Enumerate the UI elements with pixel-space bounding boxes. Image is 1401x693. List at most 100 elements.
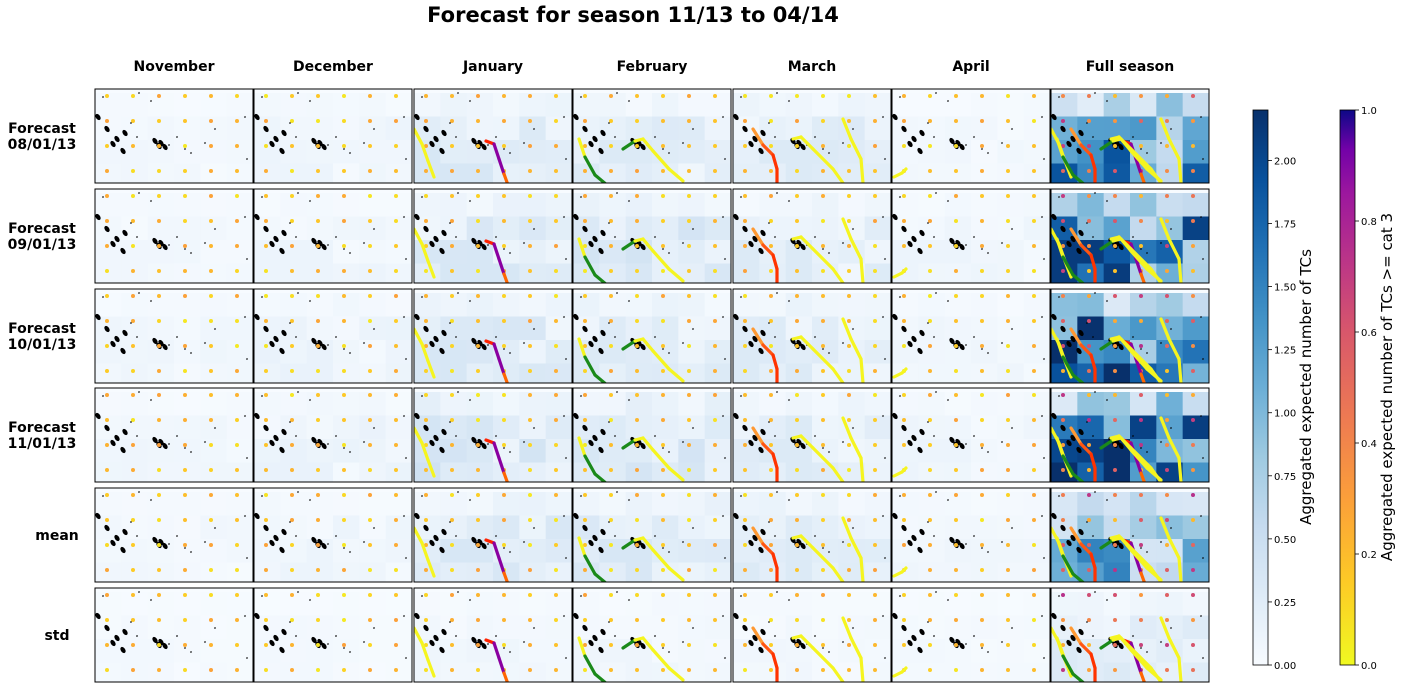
storm-track-segment — [1079, 542, 1093, 556]
island — [1043, 657, 1045, 659]
heat-cell — [812, 163, 839, 183]
panel-frame — [891, 487, 1051, 583]
cat3-dot — [157, 244, 161, 248]
heat-cell — [838, 263, 866, 283]
island — [1066, 639, 1072, 647]
cat3-dot — [795, 418, 799, 422]
island — [580, 96, 582, 98]
map-panel — [1050, 188, 1210, 284]
cat3-dot — [1032, 319, 1036, 323]
column-header: November — [134, 59, 215, 75]
cat3-dot — [368, 418, 372, 422]
island — [104, 424, 110, 432]
storm-track-segment — [641, 137, 655, 153]
island — [852, 128, 854, 130]
cat3-dot — [131, 568, 135, 572]
island — [405, 358, 407, 360]
storm-track-segment — [641, 436, 655, 452]
cat3-dot — [821, 593, 825, 597]
island — [752, 634, 758, 642]
cat3-dot — [687, 369, 691, 373]
island — [114, 634, 120, 642]
island — [752, 434, 758, 442]
heat-cell — [652, 216, 679, 241]
heat-cell — [971, 492, 998, 516]
cat3-dot — [873, 593, 877, 597]
island — [1070, 235, 1076, 243]
cat3-dot — [316, 369, 320, 373]
island — [1086, 421, 1088, 423]
storm-track-segment — [502, 571, 509, 582]
heat-cell — [704, 392, 731, 416]
island — [295, 236, 297, 238]
heat-cell — [545, 193, 572, 217]
cat3-dot — [368, 668, 372, 672]
island — [1051, 612, 1057, 620]
heat-cell — [944, 492, 972, 516]
heat-cell — [812, 392, 839, 416]
cat3-dot — [1061, 643, 1065, 647]
cat3-dot — [928, 668, 932, 672]
cat3-dot — [394, 169, 398, 173]
heat-cell — [226, 340, 253, 364]
heat-cell — [440, 240, 468, 264]
cat3-dot — [873, 244, 877, 248]
panel-frame — [572, 88, 732, 184]
cat3-dot — [264, 493, 268, 497]
storm-track-segment — [900, 666, 908, 674]
heat-cell — [944, 363, 972, 383]
column-header: January — [462, 59, 523, 75]
cat3-dot — [1061, 443, 1065, 447]
heat-cell — [306, 562, 334, 582]
cat3-dot — [873, 144, 877, 148]
island — [1086, 322, 1088, 324]
cat3-dot — [235, 568, 239, 572]
storm-track-segment — [811, 646, 835, 670]
island — [760, 528, 766, 536]
island — [130, 421, 132, 423]
cat3-dot — [450, 294, 454, 298]
island — [1160, 142, 1162, 144]
island — [449, 521, 451, 523]
cat3-dot — [290, 269, 294, 273]
cat3-dot — [1139, 618, 1143, 622]
island — [152, 237, 158, 245]
island — [640, 243, 646, 251]
island — [768, 222, 770, 224]
cat3-dot — [476, 194, 480, 198]
cat3-dot — [502, 194, 506, 198]
island — [892, 612, 898, 620]
island — [742, 225, 748, 233]
heat-cell — [545, 392, 572, 416]
storm-track-segment — [1069, 526, 1083, 546]
island — [503, 447, 505, 449]
cat3-dot — [583, 393, 587, 397]
heat-cell — [493, 263, 520, 283]
island — [800, 143, 806, 151]
cat3-dot — [183, 269, 187, 273]
panel-frame — [253, 188, 413, 284]
heat-cell — [838, 363, 866, 383]
cat3-dot — [609, 269, 613, 273]
heat-cell — [226, 439, 253, 463]
heat-cell — [704, 240, 731, 264]
map-panel — [1050, 288, 1210, 384]
island — [733, 113, 739, 121]
island — [114, 335, 120, 343]
heat-cell — [147, 462, 175, 482]
heat-cell — [200, 562, 228, 582]
heat-cell — [174, 316, 201, 341]
island — [899, 495, 901, 497]
cat3-dot — [1087, 593, 1091, 597]
heat-cell — [625, 662, 653, 682]
cat3-dot — [424, 319, 428, 323]
cat3-dot — [1191, 468, 1195, 472]
panel-frame — [1050, 288, 1210, 384]
island — [184, 348, 186, 350]
island — [935, 391, 937, 393]
cat3-dot — [980, 418, 984, 422]
heat-cell — [812, 193, 839, 217]
island — [1060, 624, 1066, 632]
storm-track-segment — [426, 159, 436, 179]
heat-cell — [385, 439, 412, 463]
